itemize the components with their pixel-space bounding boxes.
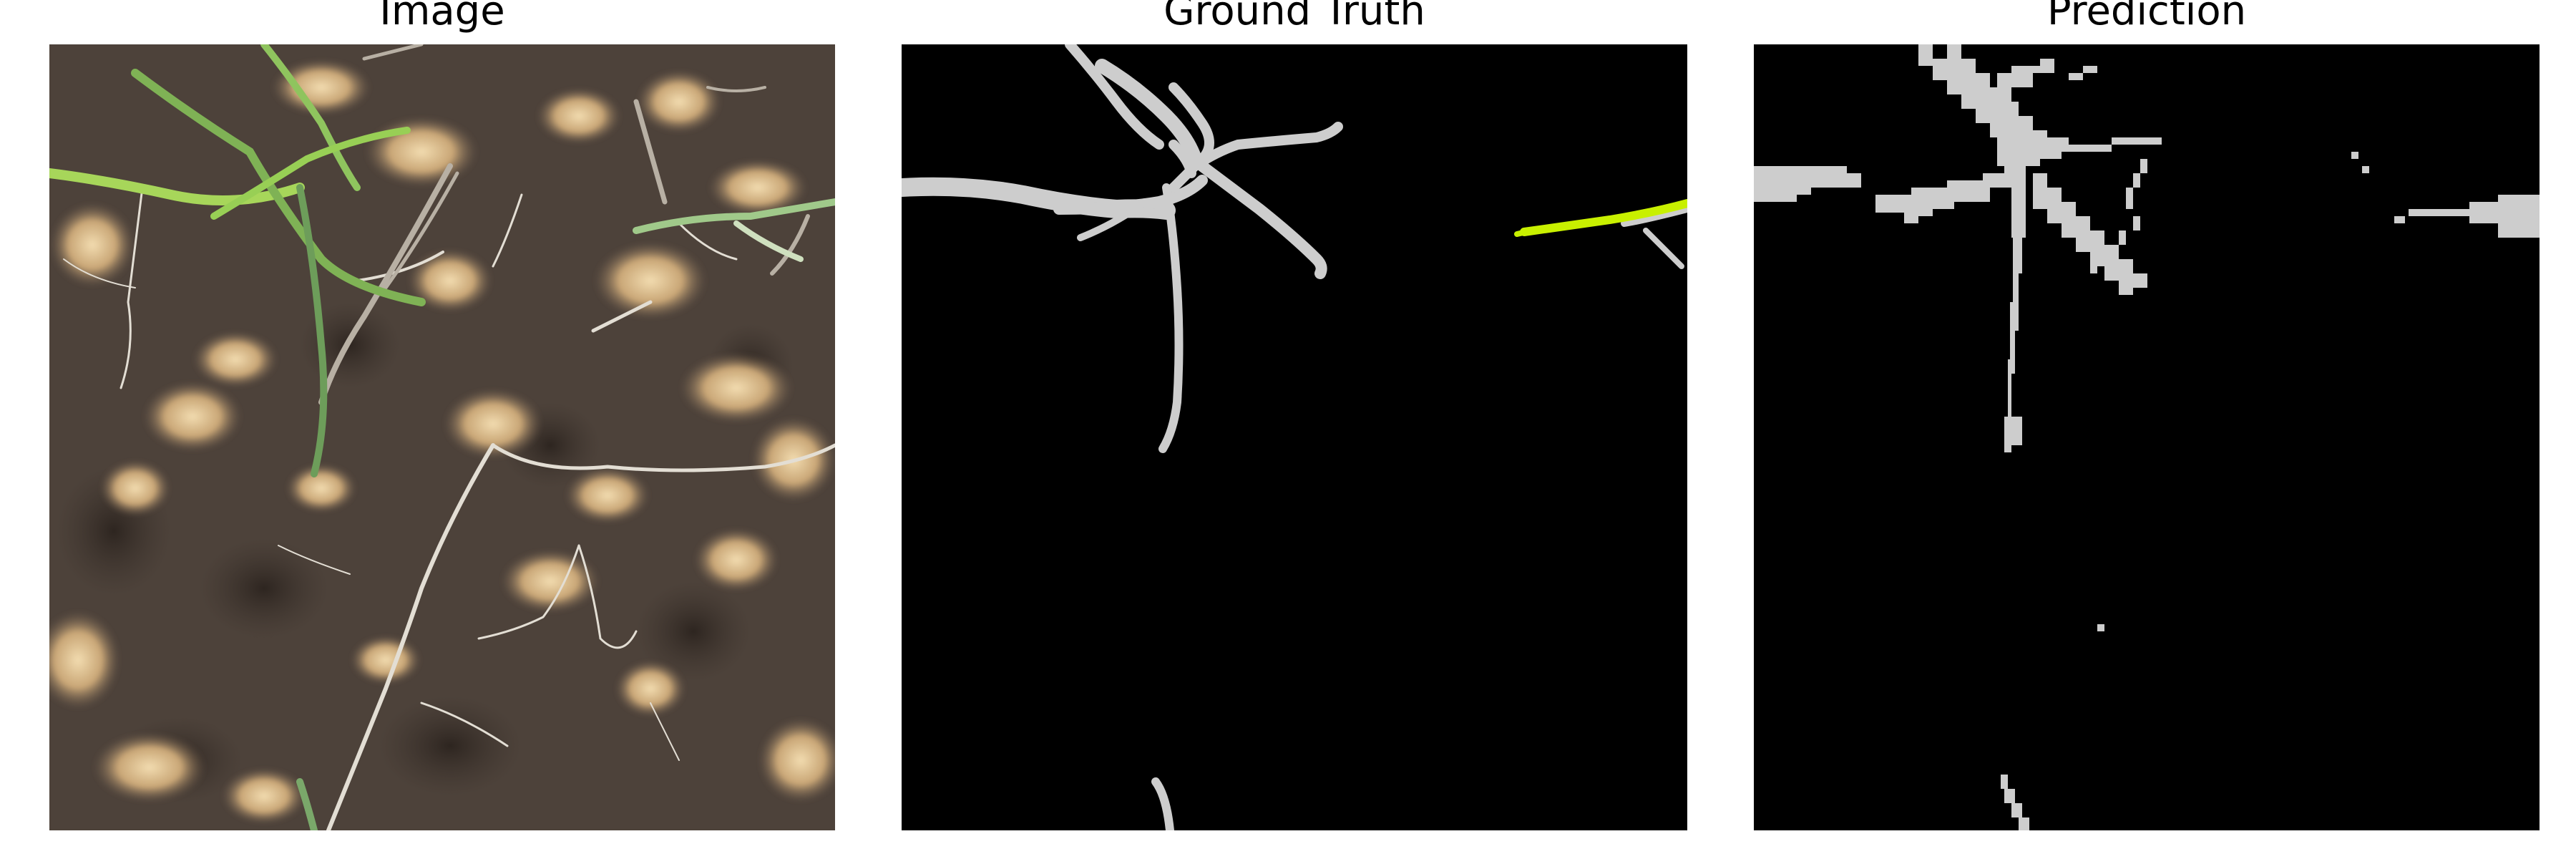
grass-leaves: [49, 44, 835, 830]
ground-truth-mask: [902, 44, 1687, 830]
root-mask-regions: [902, 44, 1687, 830]
shoot-mask-regions: [1514, 199, 1687, 237]
white-roots: [63, 186, 835, 830]
panel-title-ground-truth: Ground Truth: [1163, 0, 1425, 34]
mask-background: [1754, 44, 2540, 830]
panel-title-prediction: Prediction: [2046, 0, 2247, 34]
prediction-mask: [1754, 44, 2540, 830]
panel-title-image: Image: [379, 0, 505, 34]
soil-clods: [49, 59, 835, 825]
mask-background: [902, 44, 1687, 830]
predicted-root-regions: [1754, 44, 2540, 830]
straw-stems: [318, 44, 810, 405]
soil-photo: [49, 44, 835, 830]
